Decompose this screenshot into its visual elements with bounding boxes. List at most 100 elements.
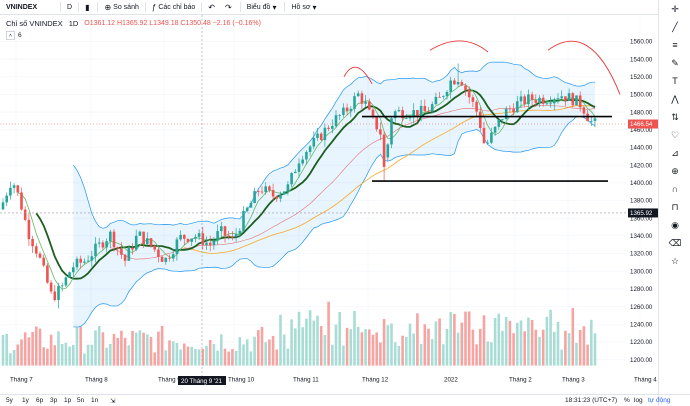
- cursor-date-box: [178, 376, 226, 385]
- candles: [1, 63, 597, 309]
- timeframe-1n[interactable]: 1n: [91, 397, 99, 404]
- percent-toggle[interactable]: %: [624, 397, 630, 404]
- timeframe-5y[interactable]: 5y: [6, 397, 13, 404]
- candle-body: [142, 231, 145, 245]
- hand-drawn-arc: [547, 40, 621, 95]
- volume-bar: [138, 330, 142, 366]
- star-icon[interactable]: ☆: [670, 255, 680, 266]
- candle-body: [294, 171, 297, 174]
- divider: [201, 2, 203, 12]
- volume-bar: [268, 339, 271, 366]
- volume-bar: [471, 329, 475, 366]
- volume-bar: [205, 345, 208, 366]
- volume-bar: [275, 349, 279, 366]
- trend-line-icon[interactable]: ╱: [672, 21, 678, 32]
- candle-body: [464, 85, 467, 90]
- candle-body: [112, 231, 116, 248]
- volume-bar: [423, 324, 427, 366]
- volume-bar: [312, 320, 316, 366]
- auto-toggle[interactable]: tự động: [648, 397, 671, 404]
- indicators-button[interactable]: ƒ Các chỉ báo: [148, 0, 199, 15]
- price-tick-label: 1320.00: [630, 251, 653, 258]
- ruler-icon[interactable]: ⊿: [671, 147, 679, 158]
- volume-bar: [294, 328, 297, 366]
- price-tick-label: 1520.00: [630, 74, 653, 81]
- volume-bar: [349, 329, 353, 366]
- chevron-down-icon: ▾: [272, 2, 277, 12]
- volume-bar: [101, 332, 105, 366]
- trash-icon[interactable]: ⌫: [668, 237, 682, 248]
- volume-bar: [227, 351, 230, 366]
- symbol-search[interactable]: VNINDEX: [6, 3, 38, 11]
- divider: [60, 2, 61, 12]
- volume-bar: [379, 342, 382, 366]
- candle-body: [408, 117, 412, 119]
- time-tick-label: Tháng 4: [634, 377, 657, 384]
- volume-bar: [290, 319, 293, 366]
- chart-style-button[interactable]: ▮: [81, 0, 95, 15]
- magnet-icon[interactable]: ∩: [671, 184, 679, 194]
- prediction-icon[interactable]: ⇅: [671, 111, 679, 122]
- log-toggle[interactable]: log: [634, 397, 643, 404]
- volume-bar: [449, 312, 452, 366]
- timeframe-3p[interactable]: 3p: [50, 397, 58, 404]
- text-icon[interactable]: T: [672, 76, 678, 86]
- brush-icon[interactable]: ✎: [671, 57, 679, 68]
- indicators-collapse[interactable]: ˄ 6: [6, 31, 22, 40]
- candle-body: [479, 111, 482, 128]
- templates-menu[interactable]: Hồ sơ ▾: [287, 0, 322, 15]
- price-axis[interactable]: 1560.00 1540.00 1520.00 1500.00 1480.00 1460.…: [628, 39, 658, 364]
- candle-body: [438, 96, 441, 98]
- candle-body: [27, 219, 31, 239]
- time-tick-label: Tháng 10: [228, 377, 255, 384]
- volume-bar: [475, 344, 478, 366]
- candle-body: [194, 236, 197, 239]
- fib-icon[interactable]: ≡: [672, 40, 678, 50]
- volume-bar: [53, 345, 57, 366]
- crosshair-icon[interactable]: ✛: [671, 3, 679, 14]
- volume-bar: [408, 323, 412, 366]
- volume-bar: [560, 349, 563, 366]
- volume-bar: [445, 328, 449, 366]
- timeframe-1y[interactable]: 1y: [22, 397, 29, 404]
- volume-bar: [590, 319, 593, 366]
- volume-bar: [323, 334, 327, 366]
- candle-body: [397, 110, 401, 112]
- time-axis[interactable]: Tháng 7 Tháng 8 Tháng 9 Tháng 10 Tháng 11 Thá…: [10, 376, 657, 385]
- undo-button[interactable]: ↶: [204, 0, 221, 15]
- redo-button[interactable]: ↷: [221, 0, 238, 15]
- candle-body: [275, 196, 279, 199]
- pattern-icon[interactable]: ⋀: [671, 93, 679, 104]
- volume-bar: [264, 342, 267, 366]
- candle-body: [586, 113, 589, 122]
- volume-bar: [223, 348, 227, 366]
- zoom-icon[interactable]: ⊕: [671, 165, 679, 176]
- volume-bar: [120, 330, 123, 366]
- candle-body: [38, 253, 42, 258]
- legend-title: Chỉ số VNINDEX: [6, 19, 63, 28]
- interval-button[interactable]: D: [67, 3, 73, 11]
- volume-bar: [319, 326, 323, 366]
- heart-icon[interactable]: ♡: [670, 129, 680, 140]
- price-tick-label: 1480.00: [630, 109, 653, 116]
- candle-body: [227, 235, 230, 237]
- chart-type-menu[interactable]: Biểu đồ ▾: [243, 0, 283, 15]
- goto-date-icon[interactable]: ⇲: [110, 398, 116, 405]
- ma-fast-line: [35, 89, 596, 280]
- volume-bar: [534, 329, 538, 366]
- candle-body: [268, 186, 271, 191]
- compare-button[interactable]: ⊕ So sánh: [100, 0, 142, 15]
- volume-bar: [94, 330, 97, 366]
- timeframe-5n[interactable]: 5n: [77, 397, 85, 404]
- volume-bar: [538, 336, 541, 366]
- price-chart[interactable]: 1560.00 1540.00 1520.00 1500.00 1480.00 1460.…: [0, 15, 658, 394]
- volume-bar: [9, 353, 12, 366]
- volume-bar: [75, 327, 79, 366]
- eye-icon[interactable]: ◉: [671, 219, 679, 230]
- candle-body: [168, 257, 171, 259]
- timeframe-6p[interactable]: 6p: [36, 397, 44, 404]
- volume-bar: [164, 350, 168, 366]
- timeframe-1p[interactable]: 1p: [64, 397, 72, 404]
- lock-icon[interactable]: ⊓: [671, 201, 679, 212]
- candle-body: [94, 243, 97, 257]
